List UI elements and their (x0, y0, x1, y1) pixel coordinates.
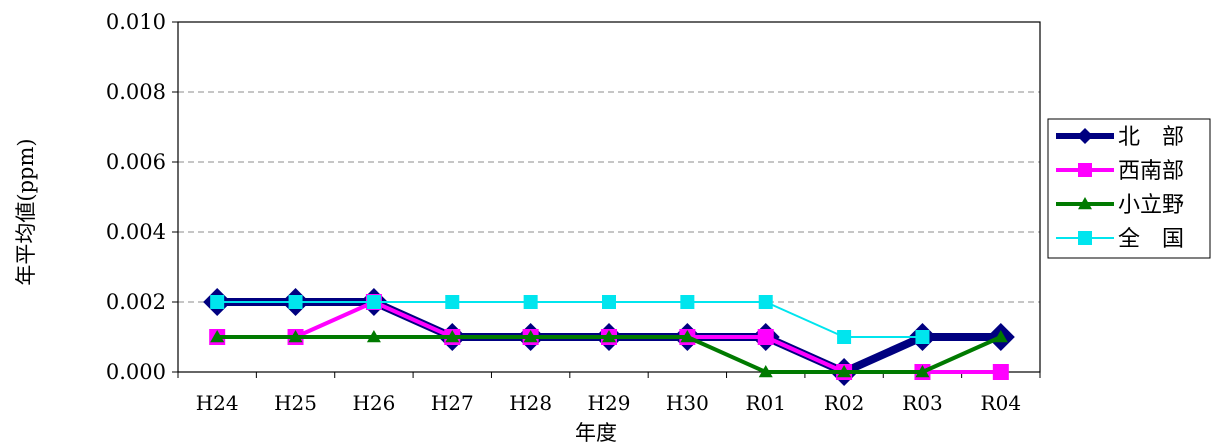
data-point (680, 330, 695, 343)
data-point (757, 329, 774, 345)
series-3 (210, 330, 1008, 378)
data-point (445, 330, 460, 343)
legend-item: 全 国 (1056, 227, 1184, 252)
data-point (366, 330, 381, 343)
x-tick-label: H26 (352, 391, 395, 415)
y-tick-label: 0.000 (106, 360, 166, 384)
data-point (915, 330, 930, 344)
x-tick-label: H28 (509, 391, 552, 415)
data-point (992, 364, 1009, 380)
x-tick-label: R02 (824, 391, 865, 415)
data-point (210, 330, 225, 343)
legend-label: 西南部 (1118, 159, 1184, 184)
data-point (288, 295, 303, 309)
data-point (915, 365, 930, 378)
legend-marker (1078, 197, 1092, 210)
y-tick-label: 0.008 (106, 80, 166, 104)
plot-border (177, 21, 1041, 373)
legend-item: 小立野 (1056, 193, 1184, 218)
x-tick-label: H29 (588, 391, 631, 415)
data-point (680, 295, 695, 309)
legend-label: 小立野 (1118, 193, 1184, 218)
x-tick-label: H24 (196, 391, 239, 415)
legend-label: 北 部 (1118, 125, 1184, 150)
x-tick-label: H25 (274, 391, 317, 415)
series-4 (210, 295, 930, 344)
y-tick-label: 0.010 (106, 10, 166, 34)
data-point (602, 330, 616, 343)
data-point (445, 295, 460, 309)
legend-label: 全 国 (1118, 227, 1184, 252)
data-point (837, 330, 852, 344)
y-tick-label: 0.006 (106, 150, 166, 174)
data-point (993, 330, 1008, 343)
data-point (210, 295, 225, 309)
data-point (288, 330, 303, 343)
data-point (758, 365, 773, 378)
x-tick-label: H27 (431, 391, 474, 415)
data-point (523, 330, 538, 343)
legend-item: 北 部 (1056, 125, 1184, 150)
legend-marker (1078, 231, 1092, 245)
legend-marker (1078, 163, 1092, 177)
data-point (837, 365, 852, 378)
x-axis-title: 年度 (575, 421, 617, 445)
series-line (217, 301, 923, 338)
y-axis-title: 年平均値(ppm) (14, 138, 38, 285)
x-tick-label: R01 (745, 391, 786, 415)
x-tick-label: R03 (902, 391, 943, 415)
data-point (602, 295, 616, 309)
y-tick-label: 0.002 (106, 290, 166, 314)
legend-marker (1077, 128, 1093, 144)
legend-box (1047, 118, 1211, 259)
y-tick-label: 0.004 (106, 220, 166, 244)
data-point (758, 295, 773, 309)
x-tick-label: H30 (666, 391, 709, 415)
legend-item: 西南部 (1056, 159, 1184, 184)
data-point (366, 295, 381, 309)
x-tick-label: R04 (981, 391, 1022, 415)
data-point (523, 295, 538, 309)
plot-area: 0.000 0.002 0.004 0.006 0.008 0.010 H24 H25 H26 H… (106, 10, 1041, 415)
